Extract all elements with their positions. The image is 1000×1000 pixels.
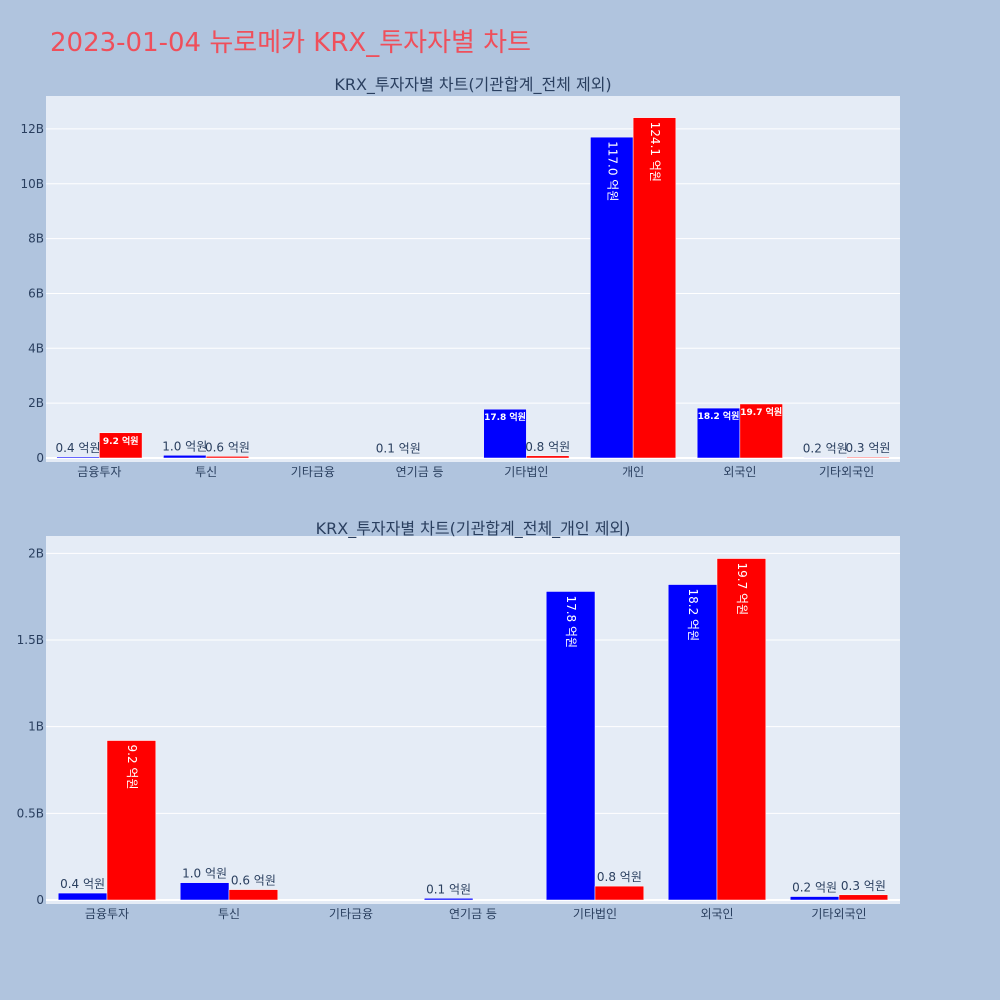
bar-blue bbox=[789, 896, 840, 901]
plot-area bbox=[46, 96, 900, 462]
data-label: 1.0 억원 bbox=[162, 439, 207, 453]
x-tick-label: 금융투자 bbox=[77, 465, 121, 479]
bar-blue bbox=[57, 892, 108, 901]
bar-red bbox=[106, 740, 157, 901]
x-tick-label: 투신 bbox=[218, 907, 240, 921]
bar-blue bbox=[179, 882, 230, 901]
data-label: 17.8 억원 bbox=[484, 411, 526, 423]
data-label: 0.1 억원 bbox=[376, 442, 421, 456]
data-label: 19.7 억원 bbox=[740, 406, 782, 418]
y-tick-label: 2B bbox=[28, 396, 44, 410]
data-label: 124.1 억원 bbox=[648, 122, 662, 182]
data-label: 0.1 억원 bbox=[426, 882, 471, 896]
chart-bottom: 0 0.5B 1B 1.5B 2B KRX_투자자별 차트(기관합계_전체_개인 제외) 금… bbox=[17, 519, 900, 921]
bar-blue bbox=[667, 584, 718, 901]
x-tick-label: 외국인 bbox=[700, 907, 733, 921]
data-label: 0.6 억원 bbox=[205, 440, 250, 454]
y-tick-label: 4B bbox=[28, 341, 44, 355]
page-title: 2023-01-04 뉴로메카 KRX_투자자별 차트 bbox=[50, 28, 532, 58]
bar-blue bbox=[803, 457, 847, 459]
bar-blue bbox=[483, 408, 527, 459]
bar-blue bbox=[590, 136, 634, 459]
bar-red bbox=[838, 894, 889, 901]
x-tick-label: 금융투자 bbox=[85, 907, 129, 921]
bar-blue bbox=[696, 407, 741, 459]
x-tick-label: 외국인 bbox=[723, 465, 756, 479]
bar-red bbox=[716, 558, 767, 901]
y-tick-label: 6B bbox=[28, 286, 44, 300]
data-label: 1.0 억원 bbox=[182, 867, 227, 881]
data-label: 9.2 억원 bbox=[103, 435, 139, 447]
x-tick-label: 연기금 등 bbox=[449, 907, 497, 921]
bar-red bbox=[594, 885, 645, 901]
x-tick-label: 기타금융 bbox=[329, 907, 373, 921]
x-tick-label: 투신 bbox=[195, 465, 217, 479]
bar-red bbox=[632, 117, 677, 459]
x-tick-label: 연기금 등 bbox=[396, 465, 444, 479]
bar-blue bbox=[56, 456, 100, 459]
data-label: 0.2 억원 bbox=[803, 441, 848, 455]
chart-top: 0 2B 4B 6B 8B 10B 12B KRX_투자자별 차트(기관합계_전체 제외) 금융… bbox=[20, 75, 900, 479]
bar-red bbox=[99, 432, 143, 459]
bar-blue bbox=[163, 455, 207, 459]
data-label: 9.2 억원 bbox=[125, 745, 139, 790]
data-label: 0.8 억원 bbox=[597, 870, 642, 884]
y-tick-label: 0.5B bbox=[17, 806, 44, 820]
y-tick-label: 2B bbox=[28, 546, 44, 560]
chart-title: KRX_투자자별 차트(기관합계_전체_개인 제외) bbox=[316, 519, 631, 539]
x-tick-label: 개인 bbox=[622, 465, 644, 479]
y-tick-label: 0 bbox=[36, 893, 44, 907]
x-tick-label: 기타외국인 bbox=[819, 465, 874, 479]
y-tick-label: 10B bbox=[20, 177, 44, 191]
bar-red bbox=[526, 455, 570, 459]
bar-blue bbox=[545, 591, 596, 901]
x-tick-label: 기타법인 bbox=[573, 907, 617, 921]
bar-red bbox=[205, 456, 250, 459]
data-label: 0.2 억원 bbox=[792, 881, 837, 895]
bar-red bbox=[846, 456, 890, 459]
y-tick-label: 12B bbox=[20, 122, 44, 136]
data-label: 17.8 억원 bbox=[564, 595, 578, 648]
bar-blue bbox=[423, 898, 474, 901]
x-tick-label: 기타금융 bbox=[291, 465, 335, 479]
y-tick-label: 8B bbox=[28, 232, 44, 246]
data-label: 0.6 억원 bbox=[231, 874, 276, 888]
bar-red bbox=[228, 889, 279, 901]
x-tick-label: 기타법인 bbox=[504, 465, 548, 479]
data-label: 0.4 억원 bbox=[56, 441, 101, 455]
data-label: 0.4 억원 bbox=[60, 877, 105, 891]
data-label: 0.8 억원 bbox=[525, 440, 570, 454]
bar-red bbox=[739, 403, 783, 459]
chart-title: KRX_투자자별 차트(기관합계_전체 제외) bbox=[334, 75, 611, 95]
data-label: 0.3 억원 bbox=[845, 441, 890, 455]
plot-area bbox=[46, 536, 900, 904]
data-label: 19.7 억원 bbox=[735, 563, 749, 616]
y-tick-label: 0 bbox=[36, 451, 44, 465]
x-tick-label: 기타외국인 bbox=[811, 907, 866, 921]
y-tick-label: 1B bbox=[28, 720, 44, 734]
y-tick-label: 1.5B bbox=[17, 633, 44, 647]
data-label: 0.3 억원 bbox=[841, 879, 886, 893]
data-label: 117.0 억원 bbox=[605, 141, 619, 201]
data-label: 18.2 억원 bbox=[698, 410, 740, 422]
data-label: 18.2 억원 bbox=[686, 589, 700, 642]
